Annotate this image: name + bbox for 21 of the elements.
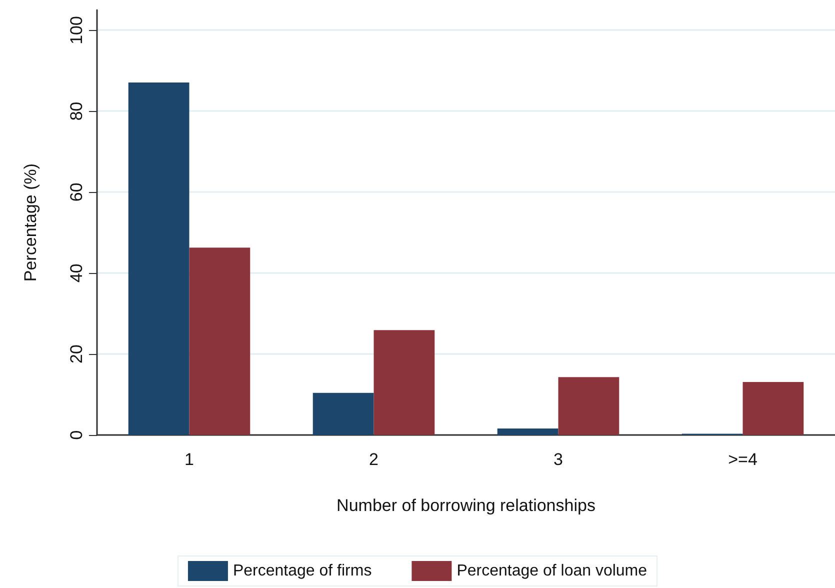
x-axis-title: Number of borrowing relationships [336,496,596,515]
y-tick-label: 40 [67,264,86,283]
bar [742,382,804,435]
x-tick-label: >=4 [728,450,758,469]
y-tick-label: 80 [67,102,86,121]
legend-label: Percentage of loan volume [456,562,648,580]
x-tick-label: 1 [184,450,194,469]
x-tick-label: 2 [369,450,378,469]
y-tick-label: 20 [67,344,86,364]
bar [312,392,374,435]
y-tick-label: 60 [67,182,86,202]
legend-label: Percentage of firms [232,562,372,580]
bar [497,428,558,435]
y-tick-label: 100 [67,16,86,44]
bar [189,248,250,435]
x-tick-label: 3 [554,450,563,469]
bar [128,82,190,435]
bar [558,377,620,435]
y-tick-label: 0 [67,430,86,440]
y-axis-title: Percentage (%) [21,163,40,282]
bar [374,330,435,435]
